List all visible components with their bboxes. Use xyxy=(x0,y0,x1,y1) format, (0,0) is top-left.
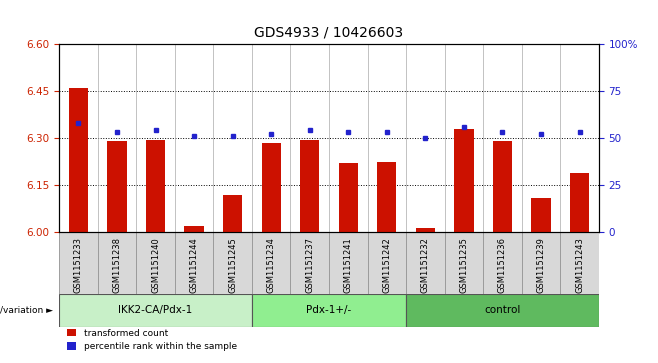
Bar xyxy=(454,129,474,232)
Bar xyxy=(339,163,358,232)
Text: GSM1151234: GSM1151234 xyxy=(266,237,276,293)
Bar xyxy=(252,232,290,294)
Text: Pdx-1+/-: Pdx-1+/- xyxy=(307,305,351,315)
Bar xyxy=(329,232,368,294)
Bar xyxy=(69,87,88,232)
Bar xyxy=(416,228,435,232)
Bar xyxy=(184,226,204,232)
Bar xyxy=(445,232,483,294)
Bar xyxy=(146,139,165,232)
Text: GSM1151243: GSM1151243 xyxy=(575,237,584,293)
Bar xyxy=(175,232,213,294)
Text: GSM1151237: GSM1151237 xyxy=(305,237,315,293)
Bar xyxy=(368,232,406,294)
Text: control: control xyxy=(484,305,520,315)
Bar xyxy=(59,294,252,327)
Text: GSM1151239: GSM1151239 xyxy=(536,237,545,293)
Bar xyxy=(223,195,242,232)
Legend: transformed count, percentile rank within the sample: transformed count, percentile rank withi… xyxy=(64,325,240,355)
Text: GSM1151236: GSM1151236 xyxy=(498,237,507,293)
Bar xyxy=(136,232,175,294)
Text: IKK2-CA/Pdx-1: IKK2-CA/Pdx-1 xyxy=(118,305,193,315)
Bar xyxy=(493,141,512,232)
Bar xyxy=(377,162,396,232)
Bar xyxy=(531,198,551,232)
Text: GSM1151238: GSM1151238 xyxy=(113,237,122,293)
Bar xyxy=(570,172,589,232)
Bar xyxy=(406,232,445,294)
Text: GSM1151233: GSM1151233 xyxy=(74,237,83,293)
Bar xyxy=(560,232,599,294)
Text: GSM1151245: GSM1151245 xyxy=(228,237,237,293)
Text: GSM1151244: GSM1151244 xyxy=(190,237,199,293)
Bar xyxy=(483,232,522,294)
Text: GSM1151242: GSM1151242 xyxy=(382,237,392,293)
Bar xyxy=(522,232,560,294)
Bar xyxy=(98,232,136,294)
Text: genotype/variation ►: genotype/variation ► xyxy=(0,306,53,315)
Text: GDS4933 / 10426603: GDS4933 / 10426603 xyxy=(255,26,403,40)
Bar xyxy=(261,143,281,232)
Bar xyxy=(300,139,319,232)
Text: GSM1151240: GSM1151240 xyxy=(151,237,160,293)
Bar xyxy=(59,232,98,294)
Text: GSM1151232: GSM1151232 xyxy=(421,237,430,293)
Text: GSM1151235: GSM1151235 xyxy=(459,237,468,293)
Text: GSM1151241: GSM1151241 xyxy=(343,237,353,293)
Bar xyxy=(290,232,329,294)
Bar xyxy=(213,232,252,294)
Bar xyxy=(252,294,406,327)
Bar xyxy=(406,294,599,327)
Bar xyxy=(107,141,126,232)
